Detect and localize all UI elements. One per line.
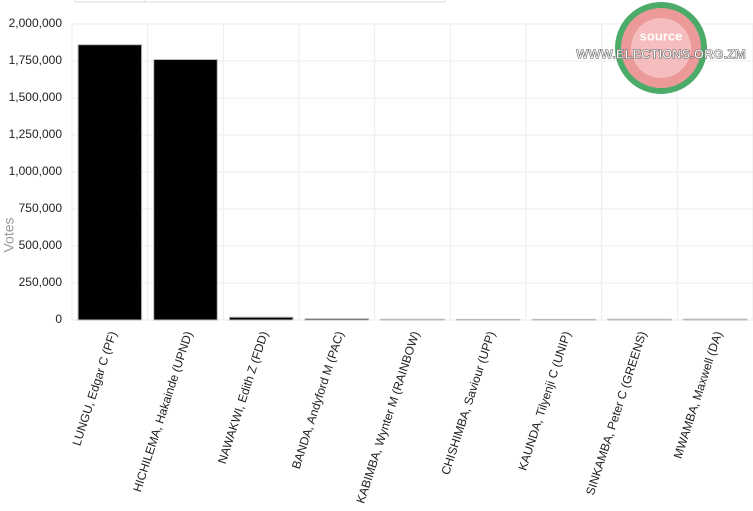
y-axis-title: Votes — [1, 217, 17, 252]
bar — [607, 318, 672, 321]
y-tick-label: 1,000,000 — [9, 164, 63, 178]
x-tick-label: CHISHIMBA, Saviour (UPP) — [438, 330, 498, 477]
watermark-source: source — [640, 28, 683, 43]
x-tick-label: KABIMBA, Wynter M (RAINBOW) — [353, 330, 422, 505]
y-tick-label: 500,000 — [19, 238, 63, 252]
tab — [144, 0, 446, 3]
bar — [380, 318, 445, 321]
x-tick-label: SINKAMBA, Peter C (GREENS) — [583, 330, 649, 497]
x-tick-label: MWAMBA, Maxwell (DA) — [671, 330, 725, 461]
logo-inner — [631, 18, 691, 78]
tab — [74, 0, 146, 3]
x-tick-label: NAWAKWI, Edith Z (FDD) — [215, 330, 271, 466]
bar — [531, 318, 597, 321]
bar — [228, 316, 294, 321]
watermark-url: WWW.ELECTIONS.ORG.ZM — [576, 46, 746, 61]
x-tick-label: KAUNDA, Tilyenji C (UNIP) — [515, 330, 573, 473]
x-tick-label: HICHILEMA, Hakainde (UPND) — [130, 330, 195, 494]
x-tick-label: BANDA, Andyford M (PAC) — [289, 330, 347, 471]
x-tick-label: LUNGU, Edgar C (PF) — [70, 330, 120, 448]
y-tick-label: 750,000 — [19, 201, 63, 215]
watermark: source WWW.ELECTIONS.ORG.ZM — [576, 2, 746, 94]
y-tick-label: 2,000,000 — [9, 16, 63, 30]
bar — [77, 44, 143, 321]
bar — [304, 318, 370, 321]
bar — [455, 318, 521, 321]
y-tick-label: 250,000 — [19, 275, 63, 289]
y-tick-label: 1,750,000 — [9, 53, 63, 67]
y-tick-label: 1,250,000 — [9, 127, 63, 141]
bar — [153, 59, 218, 321]
bar — [682, 318, 748, 321]
y-tick-label: 0 — [55, 312, 62, 326]
y-tick-label: 1,500,000 — [9, 90, 63, 104]
